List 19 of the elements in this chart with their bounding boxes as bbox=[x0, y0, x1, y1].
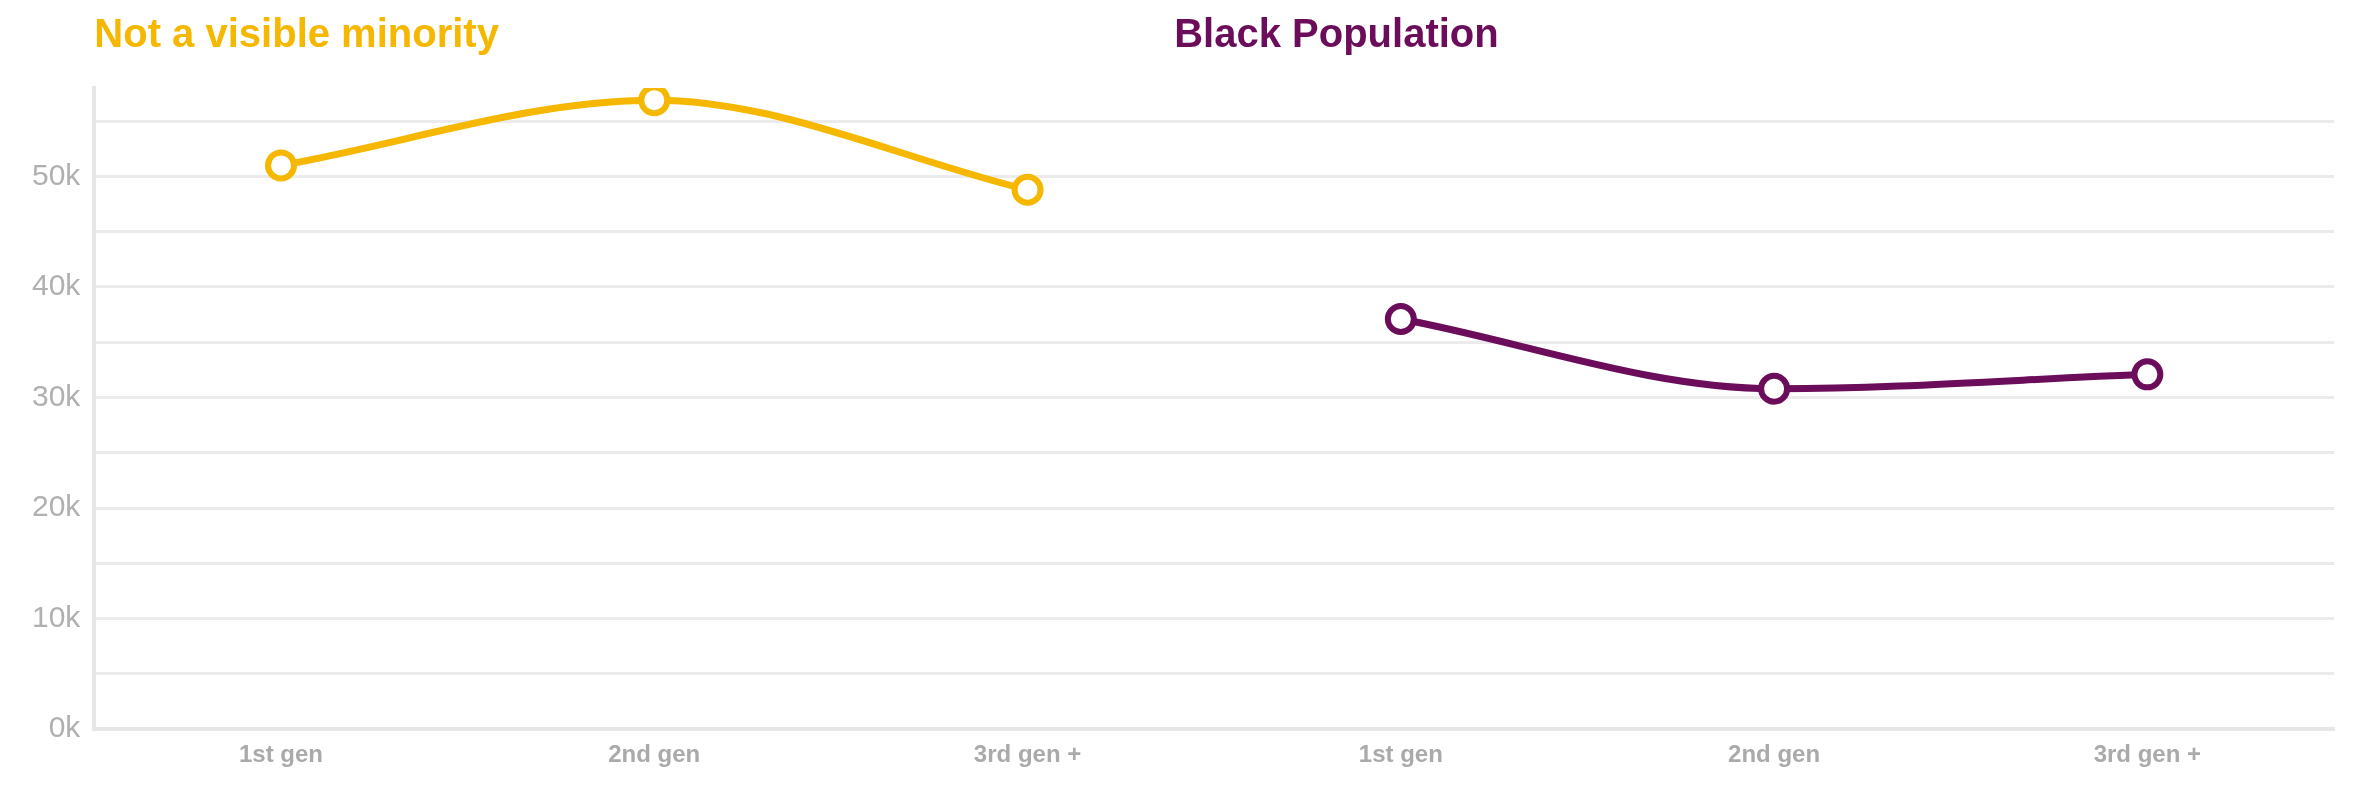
x-tick-label: 2nd gen bbox=[1728, 740, 1821, 768]
point bbox=[1011, 173, 1044, 206]
x-tick-label: 3rd gen + bbox=[973, 740, 1082, 768]
x-tick-label: 2nd gen bbox=[608, 740, 701, 768]
series-label: Not a visible minority bbox=[94, 11, 500, 56]
text: Black Population bbox=[1174, 11, 1499, 56]
point bbox=[1384, 303, 1417, 336]
point bbox=[2131, 358, 2164, 391]
y-tick-label: 30k bbox=[31, 378, 82, 412]
point bbox=[1758, 372, 1791, 405]
y-tick-label: 50k bbox=[31, 157, 82, 191]
x-tick-label: 1st gen bbox=[238, 740, 324, 768]
point bbox=[265, 149, 298, 182]
x-tick-label: 1st gen bbox=[1358, 740, 1443, 768]
y-tick-label: 20k bbox=[31, 489, 82, 523]
y-tick-label: 40k bbox=[31, 268, 82, 302]
y-tick-label: 0k bbox=[48, 710, 82, 744]
x-tick-label: 3rd gen + bbox=[2093, 740, 2202, 768]
y-tick-label: 10k bbox=[31, 599, 82, 633]
